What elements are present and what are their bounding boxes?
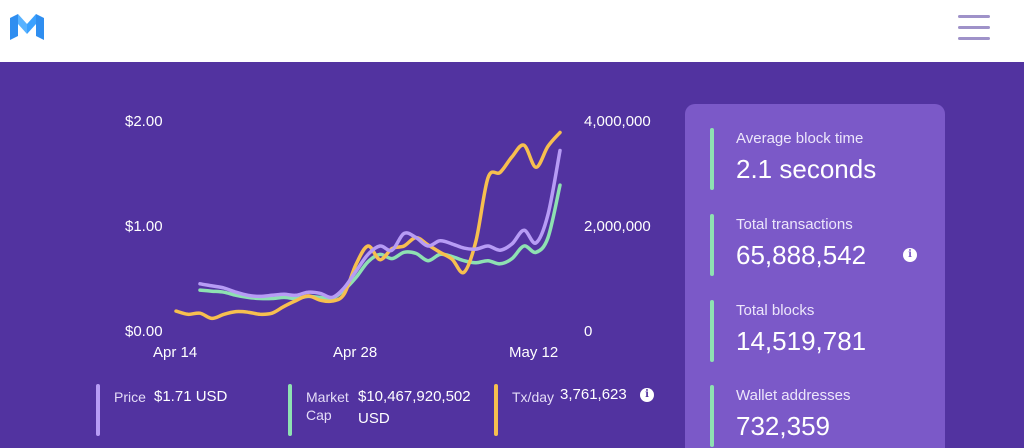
stat-accent-bar xyxy=(710,300,714,362)
network-stats-panel: Average block time 2.1 seconds Total tra… xyxy=(685,104,945,448)
top-navigation-bar xyxy=(0,0,1024,62)
info-icon[interactable]: i xyxy=(903,248,917,262)
menu-line xyxy=(958,15,990,18)
tx-per-day-color-bar xyxy=(494,384,498,436)
market-cap-value-line: $10,467,920,502 xyxy=(358,388,471,405)
total-blocks-label: Total blocks xyxy=(736,302,815,319)
market-cap-color-bar xyxy=(288,384,292,436)
x-tick-label: May 12 xyxy=(509,344,558,361)
market-cap-label: Market Cap xyxy=(306,388,349,424)
metal-logo-icon[interactable] xyxy=(8,12,46,42)
hamburger-menu-icon[interactable] xyxy=(958,15,990,41)
series-line-tx-day xyxy=(174,130,562,321)
y-left-tick-label: $0.00 xyxy=(125,323,163,340)
y-right-tick-label: 0 xyxy=(584,323,592,340)
stat-accent-bar xyxy=(710,214,714,276)
price-stat: Price $1.71 USD xyxy=(96,384,276,436)
average-block-time-stat: Average block time 2.1 seconds xyxy=(710,128,940,198)
total-blocks-value: 14,519,781 xyxy=(736,326,867,356)
market-cap-label-line: Cap xyxy=(306,407,332,423)
series-line-price xyxy=(198,148,562,300)
y-right-tick-label: 4,000,000 xyxy=(584,113,651,130)
y-left-tick-label: $2.00 xyxy=(125,113,163,130)
price-label: Price xyxy=(114,389,146,405)
price-transactions-chart: $2.00 $1.00 $0.00 4,000,000 2,000,000 0 … xyxy=(125,113,651,361)
price-color-bar xyxy=(96,384,100,436)
tx-per-day-label: Tx/day xyxy=(512,389,555,405)
wallet-addresses-value: 732,359 xyxy=(736,411,830,441)
bottom-stats-row: Price $1.71 USD Market Cap $10,467,920,5… xyxy=(96,384,676,444)
stat-accent-bar xyxy=(710,385,714,447)
stat-accent-bar xyxy=(710,128,714,190)
y-left-tick-label: $1.00 xyxy=(125,218,163,235)
market-cap-stat: Market Cap $10,467,920,502 USD xyxy=(288,384,488,436)
info-icon[interactable]: i xyxy=(640,388,654,402)
menu-line xyxy=(958,26,990,29)
x-tick-label: Apr 28 xyxy=(333,344,377,361)
price-value: $1.71 USD xyxy=(154,388,228,405)
series-line-market-cap xyxy=(198,183,562,301)
wallet-addresses-label: Wallet addresses xyxy=(736,387,851,404)
x-tick-label: Apr 14 xyxy=(153,344,197,361)
market-cap-value: $10,467,920,502 USD xyxy=(358,386,471,430)
menu-line xyxy=(958,37,990,40)
wallet-addresses-stat: Wallet addresses 732,359 xyxy=(710,385,940,448)
tx-per-day-value: 3,761,623 xyxy=(560,386,627,403)
total-transactions-stat: Total transactions 65,888,542 i xyxy=(710,214,940,284)
y-right-tick-label: 2,000,000 xyxy=(584,218,651,235)
total-blocks-stat: Total blocks 14,519,781 xyxy=(710,300,940,370)
market-cap-label-line: Market xyxy=(306,389,349,405)
tx-per-day-stat: Tx/day 3,761,623 i xyxy=(494,384,674,436)
average-block-time-label: Average block time xyxy=(736,130,864,147)
total-transactions-label: Total transactions xyxy=(736,216,853,233)
average-block-time-value: 2.1 seconds xyxy=(736,154,877,184)
market-cap-value-line: USD xyxy=(358,410,390,427)
total-transactions-value: 65,888,542 xyxy=(736,240,867,270)
